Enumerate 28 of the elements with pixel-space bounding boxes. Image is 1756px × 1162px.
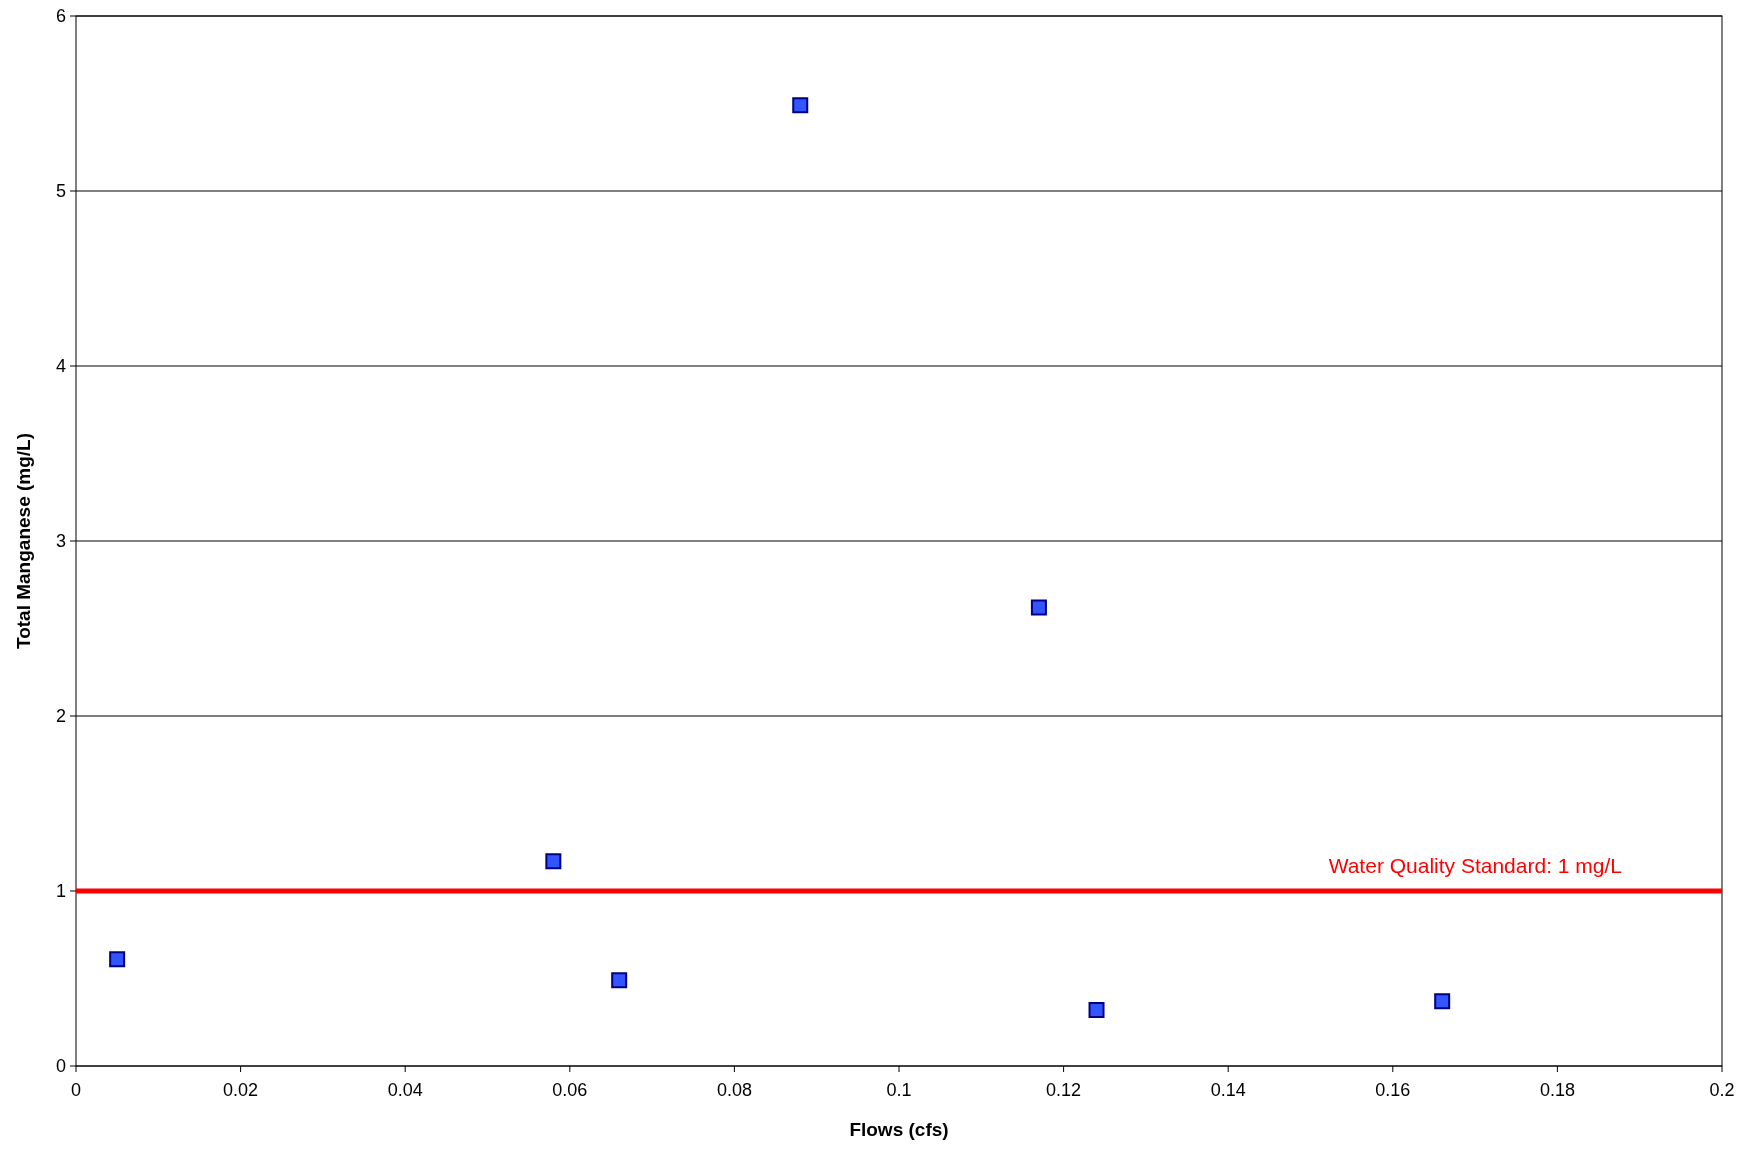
y-tick-label: 2 (55, 706, 66, 727)
x-tick-label: 0.14 (1210, 1080, 1246, 1100)
x-tick-label: 0.2 (1709, 1080, 1735, 1100)
ref-line-label: Water Quality Standard: 1 mg/L (1328, 854, 1622, 877)
y-tick-label: 0 (55, 1056, 66, 1077)
x-tick-label: 0.06 (552, 1080, 588, 1100)
x-tick-label: 0.12 (1046, 1080, 1082, 1100)
x-tick-label: 0 (70, 1080, 82, 1100)
y-tick-label: 4 (55, 356, 66, 377)
point (1088, 1002, 1105, 1018)
point (792, 97, 809, 114)
x-tick-label: 0.04 (387, 1080, 423, 1100)
x-tick-label: 0.02 (223, 1080, 259, 1100)
x-axis-title: Flows (cfs) (849, 1119, 949, 1140)
y-tick-label: 6 (55, 6, 66, 27)
point (611, 972, 628, 989)
point (1030, 599, 1047, 616)
y-tick-label: 5 (55, 181, 66, 202)
point (1434, 993, 1451, 1010)
y-axis-title: Total Manganese (mg/L) (13, 432, 34, 650)
x-tick-label: 0.1 (886, 1080, 912, 1100)
point (109, 951, 126, 968)
point (545, 853, 562, 870)
x-tick-label: 0.16 (1375, 1080, 1411, 1100)
x-tick-label: 0.08 (716, 1080, 752, 1100)
x-tick-label: 0.18 (1539, 1080, 1575, 1100)
y-tick-label: 1 (55, 881, 66, 902)
y-tick-label: 3 (55, 531, 66, 552)
